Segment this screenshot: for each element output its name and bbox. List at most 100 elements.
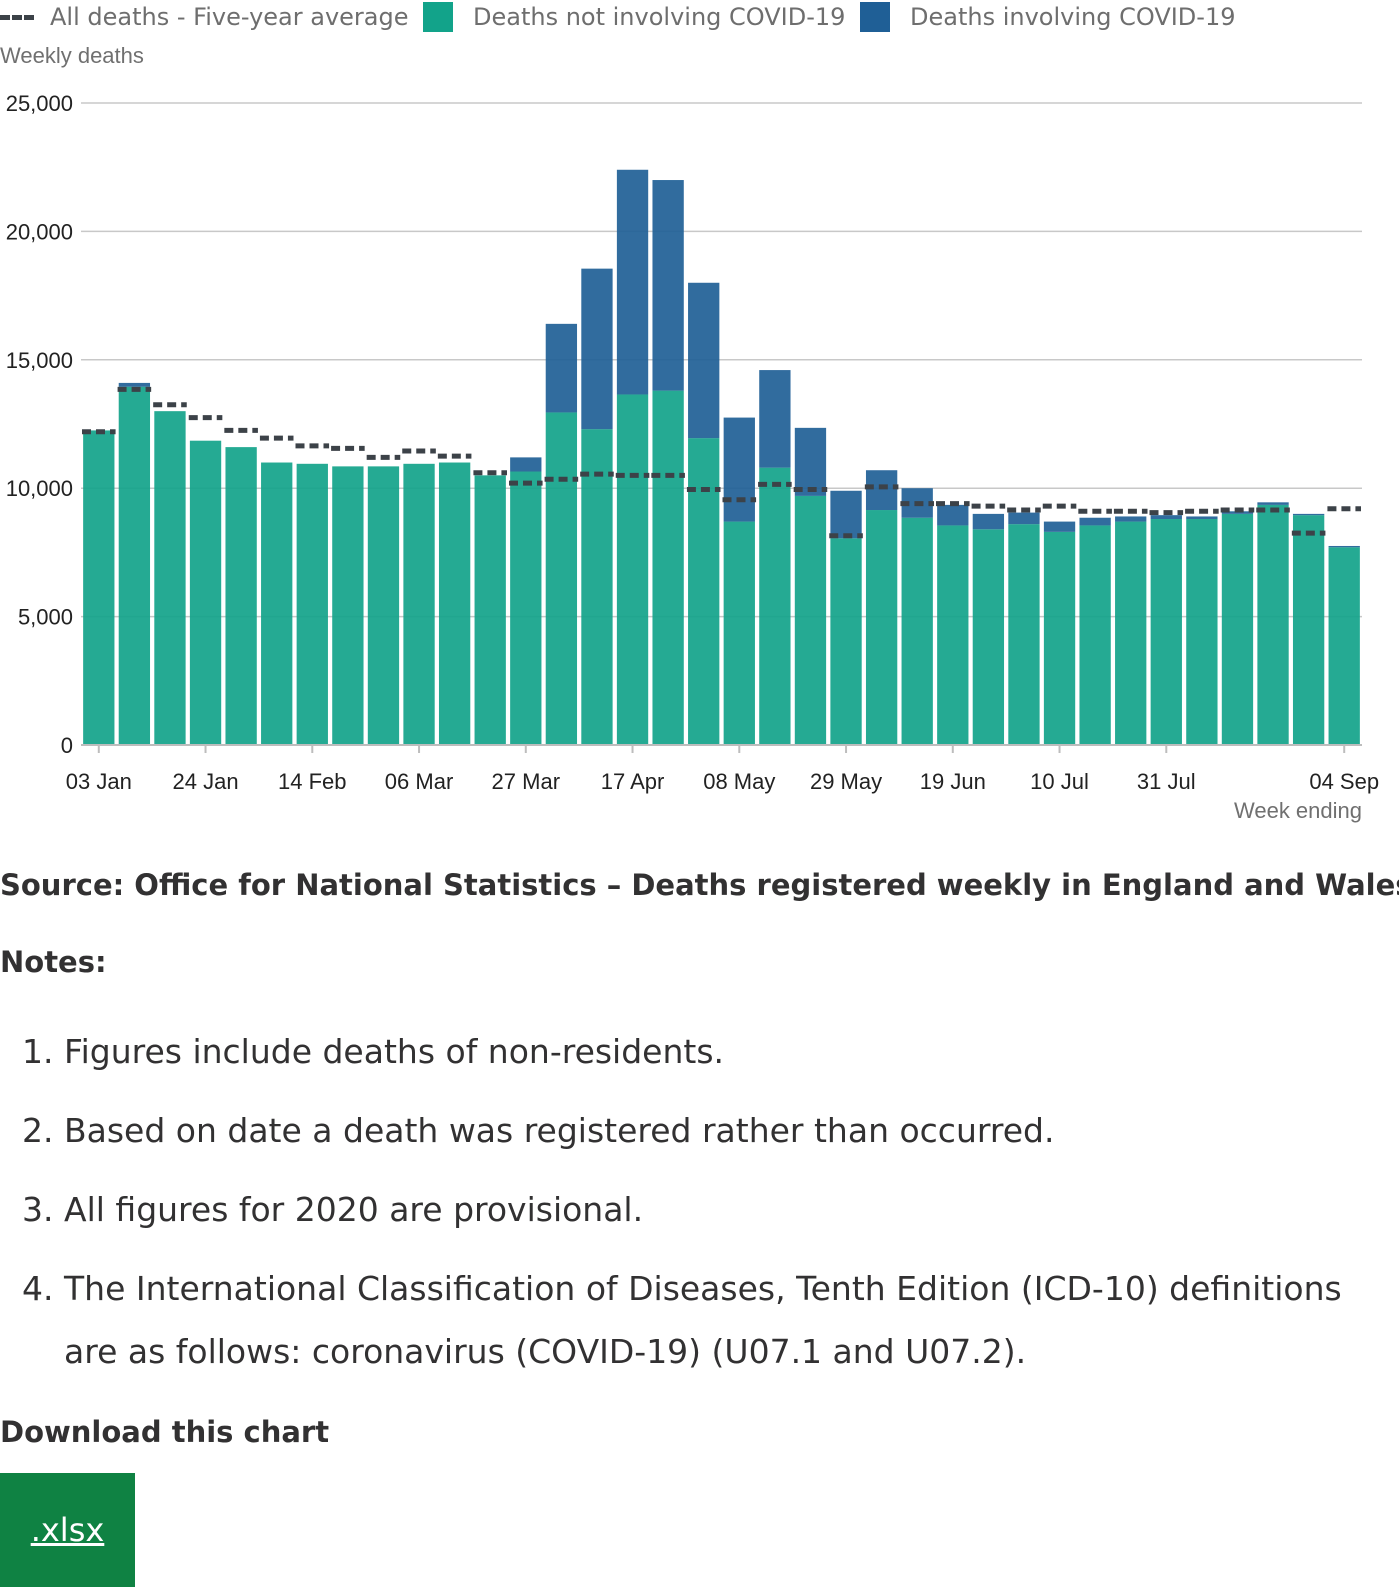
y-tick-label: 15,000 <box>6 348 73 373</box>
bar-covid <box>1079 517 1111 526</box>
bar-non-covid <box>901 517 933 745</box>
chart-source: Source: Office for National Statistics –… <box>0 868 1399 902</box>
bar-covid <box>1257 502 1289 505</box>
bar-covid <box>723 417 755 522</box>
bar-non-covid <box>261 462 293 745</box>
bar-covid <box>545 323 578 413</box>
legend-label: Deaths involving COVID-19 <box>910 3 1236 31</box>
bar-non-covid <box>332 466 364 745</box>
bar-non-covid <box>438 462 471 745</box>
note-text: All figures for 2020 are provisional. <box>64 1190 644 1229</box>
chart-legend: All deaths - Five-year average Deaths no… <box>0 0 1399 36</box>
legend-label: All deaths - Five-year average <box>50 3 409 31</box>
bar-covid <box>972 513 1005 530</box>
note-item: 3. All figures for 2020 are provisional. <box>0 1178 1380 1241</box>
dashed-line-icon <box>0 14 34 20</box>
bar-non-covid <box>794 495 827 745</box>
bar-non-covid <box>937 525 969 745</box>
note-text: Based on date a death was registered rat… <box>64 1111 1055 1150</box>
x-axis-title: Week ending <box>1234 798 1362 823</box>
note-text: Figures include deaths of non-residents. <box>64 1032 725 1071</box>
x-tick-label: 04 Sep <box>1309 769 1379 794</box>
bar-non-covid <box>474 475 506 745</box>
note-text: The International Classification of Dise… <box>64 1269 1342 1371</box>
bar-non-covid <box>688 438 720 745</box>
y-tick-label: 20,000 <box>6 219 73 244</box>
notes-heading: Notes: <box>0 945 107 979</box>
note-number: 3. <box>22 1190 54 1229</box>
bar-non-covid <box>225 447 257 745</box>
bar-non-covid <box>1008 524 1040 745</box>
bar-non-covid <box>1257 504 1289 745</box>
x-tick-label: 14 Feb <box>278 769 347 794</box>
bar-non-covid <box>1043 531 1076 745</box>
note-item: 1. Figures include deaths of non-residen… <box>0 1020 1380 1083</box>
bar-non-covid <box>403 463 435 745</box>
legend-item-non-covid: Deaths not involving COVID-19 <box>423 0 845 34</box>
x-tick-label: 27 Mar <box>492 769 560 794</box>
bar-covid <box>1328 545 1360 548</box>
x-tick-label: 08 May <box>703 769 775 794</box>
bar-covid <box>759 370 791 468</box>
bar-non-covid <box>510 471 542 745</box>
y-tick-label: 5,000 <box>18 605 73 630</box>
x-tick-label: 19 Jun <box>920 769 986 794</box>
x-tick-label: 31 Jul <box>1137 769 1196 794</box>
bar-covid <box>688 282 720 439</box>
bar-non-covid <box>1186 519 1218 745</box>
bar-covid <box>510 457 542 472</box>
bar-covid <box>937 504 969 526</box>
download-xlsx-button[interactable]: .xlsx <box>0 1473 135 1587</box>
bar-covid <box>616 169 649 395</box>
bar-covid <box>794 427 827 496</box>
bar-non-covid <box>1292 515 1325 745</box>
bar-non-covid <box>972 529 1005 745</box>
y-tick-label: 10,000 <box>6 476 73 501</box>
bar-non-covid <box>865 510 898 745</box>
legend-label: Deaths not involving COVID-19 <box>473 3 846 31</box>
bar-non-covid <box>1328 547 1360 745</box>
note-item: 2. Based on date a death was registered … <box>0 1099 1380 1162</box>
bar-non-covid <box>616 394 649 745</box>
weekly-deaths-chart: 0 5,000 10,000 15,000 20,000 25,000 Weekly dea… <box>0 43 1379 823</box>
teal-swatch-icon <box>423 2 453 32</box>
bar-covid <box>830 490 862 539</box>
bar-non-covid <box>367 466 400 745</box>
x-tick-label: 10 Jul <box>1030 769 1089 794</box>
bar-non-covid <box>581 429 613 745</box>
bar-non-covid <box>118 386 151 745</box>
x-tick-label: 03 Jan <box>66 769 132 794</box>
bar-covid <box>1043 521 1076 532</box>
bar-non-covid <box>296 463 328 745</box>
bar-covid <box>1008 512 1040 525</box>
bar-covid <box>1115 516 1147 522</box>
bar-non-covid <box>1079 525 1111 745</box>
x-tick-label: 17 Apr <box>601 769 665 794</box>
y-tick-label: 25,000 <box>6 91 73 116</box>
bar-covid <box>581 268 613 430</box>
bar-covid <box>1221 511 1254 514</box>
bar-covid <box>1186 516 1218 520</box>
bar-non-covid <box>154 411 186 745</box>
y-axis-title: Weekly deaths <box>0 43 144 68</box>
bar-non-covid <box>83 430 115 745</box>
bar-non-covid <box>759 467 791 745</box>
bar-non-covid <box>1150 519 1182 745</box>
legend-item-covid: Deaths involving COVID-19 <box>860 0 1236 34</box>
bar-covid <box>1292 513 1325 516</box>
bar-non-covid <box>1115 521 1147 745</box>
bar-non-covid <box>1221 513 1254 745</box>
bar-non-covid <box>189 440 222 745</box>
legend-item-five-year-average: All deaths - Five-year average <box>0 0 409 34</box>
bar-non-covid <box>723 521 755 745</box>
x-tick-label: 29 May <box>810 769 882 794</box>
note-number: 2. <box>22 1111 54 1150</box>
bar-non-covid <box>545 412 578 745</box>
note-number: 1. <box>22 1032 54 1071</box>
note-item: 4. The International Classification of D… <box>0 1257 1380 1383</box>
note-number: 4. <box>22 1269 54 1308</box>
y-tick-label: 0 <box>61 733 73 758</box>
bar-covid <box>652 180 684 391</box>
bar-covid <box>118 382 151 387</box>
bar-non-covid <box>652 390 684 745</box>
